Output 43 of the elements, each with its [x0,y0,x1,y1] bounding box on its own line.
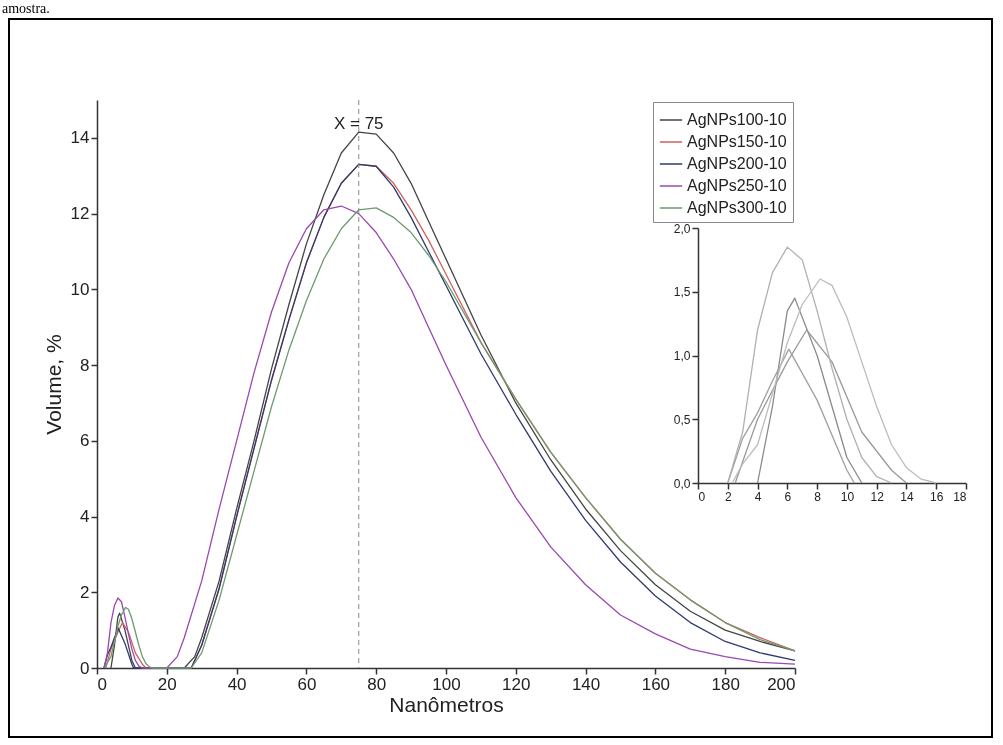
x-tick-label: 0 [698,489,706,504]
ref-line-label: X = 75 [333,114,384,133]
y-tick-label: 1,0 [673,349,691,363]
x-tick-label: 140 [571,674,601,694]
y-tick-label: 2 [80,582,90,602]
legend-label: AgNPs300-10 [687,199,787,216]
x-tick-label: 120 [502,674,531,694]
y-tick-label: 2,0 [673,221,691,236]
x-tick-label: 18 [953,489,967,504]
x-tick-label: 180 [711,674,740,694]
y-tick-label: 6 [80,431,90,451]
x-tick-label: 40 [227,674,247,694]
y-tick-label: 8 [80,355,90,375]
legend-label: AgNPs200-10 [687,155,787,172]
x-tick-label: 200 [767,674,796,694]
y-tick-label: 0,5 [673,412,691,427]
x-tick-label: 160 [641,674,671,694]
x-tick-label: 14 [900,489,914,504]
y-tick-label: 12 [70,204,90,224]
x-tick-label: 60 [297,674,317,694]
legend-label: AgNPs100-10 [687,111,787,128]
y-tick-label: 0,0 [673,476,691,491]
legend-label: AgNPs150-10 [687,133,787,150]
y-tick-label: 10 [70,279,90,299]
x-tick-label: 2 [724,489,732,504]
x-tick-label: 4 [754,489,762,504]
y-tick-label: 1,5 [673,285,691,300]
y-tick-label: 14 [70,128,90,148]
legend-label: AgNPs250-10 [687,177,787,194]
x-tick-label: 80 [367,674,387,694]
x-axis-title: Nanômetros [389,692,504,716]
x-tick-label: 16 [930,489,944,504]
text: amostra. [2,1,50,17]
x-tick-label: 20 [157,674,177,694]
y-tick-label: 0 [80,658,90,678]
y-tick-label: 4 [80,507,90,527]
x-tick-label: 100 [432,674,461,694]
x-tick-label: 12 [870,489,885,504]
y-axis-title: Volume, % [41,334,65,435]
x-tick-label: 0 [97,674,107,694]
x-tick-label: 6 [784,489,792,504]
x-tick-label: 10 [840,489,855,504]
x-tick-label: 8 [814,489,822,504]
